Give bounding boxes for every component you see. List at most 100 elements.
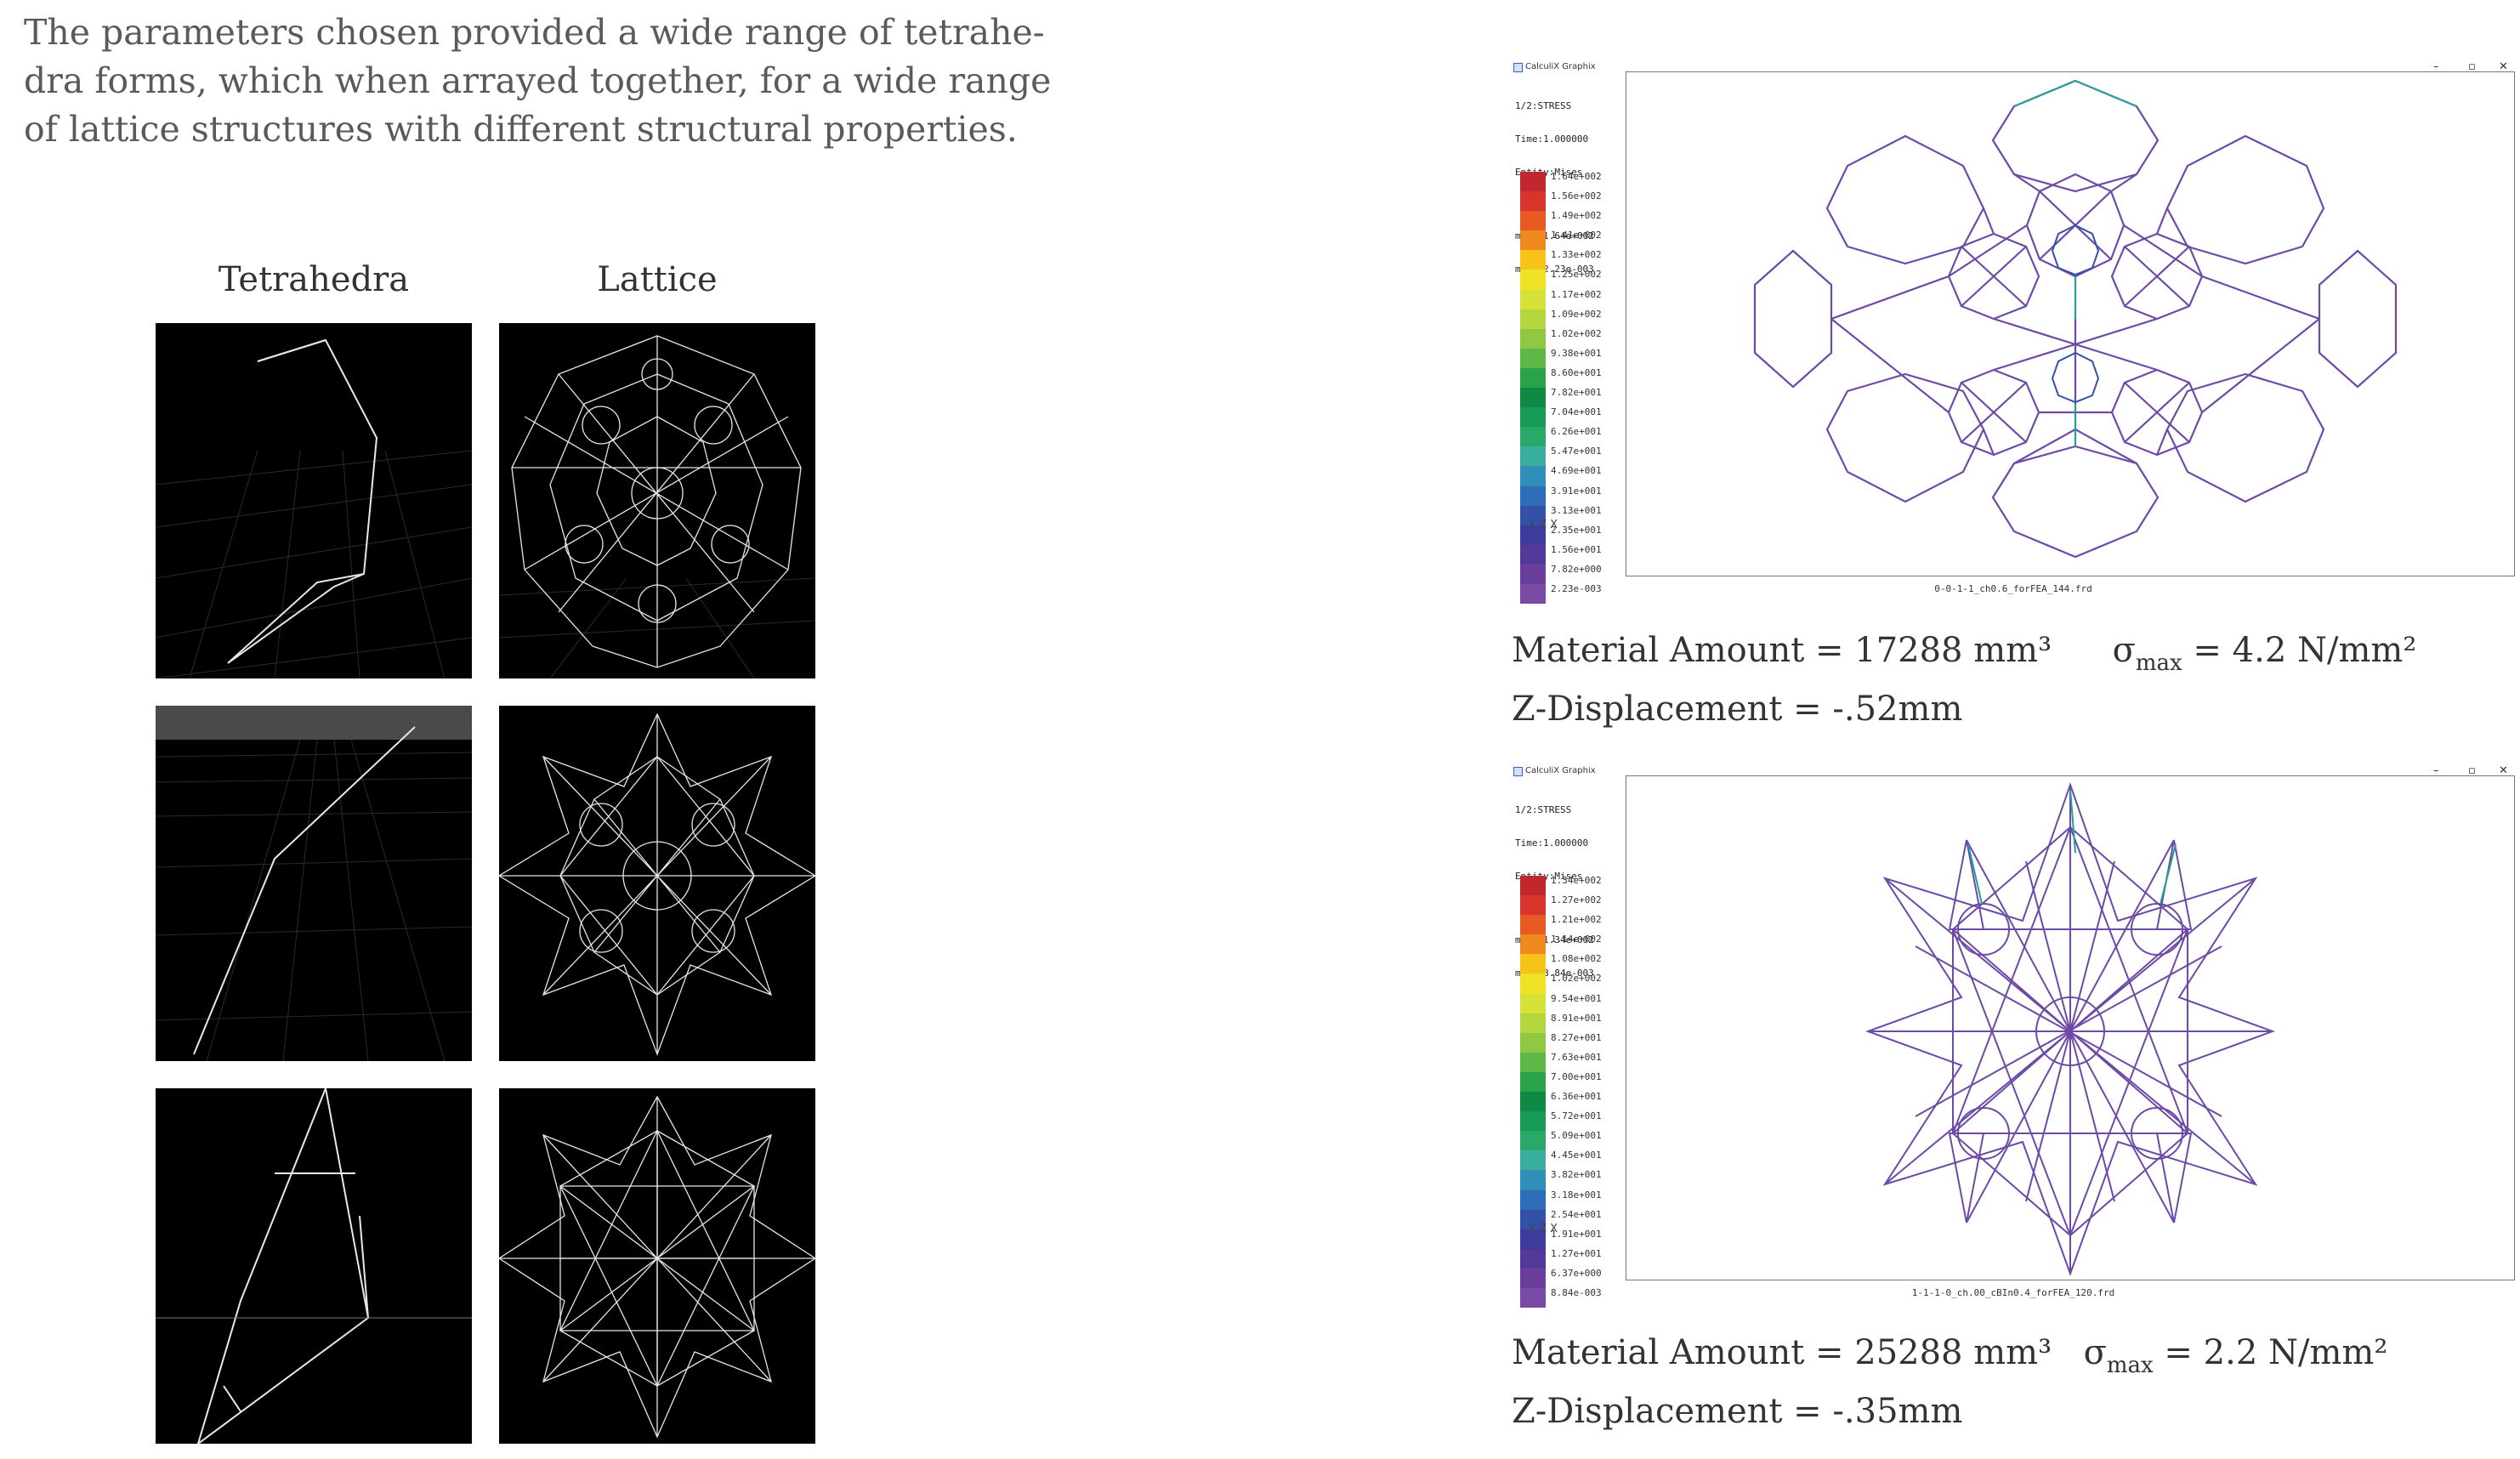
stress-model-render: [1753, 79, 2398, 559]
legend-row: 1.09e+002: [1520, 309, 1614, 329]
legend-label: 6.26e+001: [1551, 426, 1602, 438]
legend-swatch: [1520, 993, 1546, 1013]
maximize-icon[interactable]: ▫: [2468, 764, 2476, 777]
legend-row: 7.63e+001: [1520, 1051, 1614, 1072]
legend-swatch: [1520, 485, 1546, 506]
app-icon: [1513, 767, 1523, 776]
legend-swatch: [1520, 1013, 1546, 1033]
legend-row: 1.34e+002: [1520, 875, 1614, 896]
legend-swatch: [1520, 309, 1546, 329]
legend-row: 1.41e+002: [1520, 230, 1614, 251]
legend-swatch: [1520, 583, 1546, 605]
legend-row: 1.08e+002: [1520, 953, 1614, 974]
legend-row: 3.18e+001: [1520, 1189, 1614, 1210]
legend-swatch: [1520, 1287, 1546, 1309]
legend-row: 9.38e+001: [1520, 347, 1614, 368]
legend-label: 3.18e+001: [1551, 1189, 1602, 1201]
minimize-icon[interactable]: –: [2433, 60, 2439, 73]
intro-line: The parameters chosen provided a wide ra…: [24, 12, 1045, 53]
legend-label: 3.91e+001: [1551, 485, 1602, 497]
legend-label: 5.72e+001: [1551, 1110, 1602, 1122]
legend-label: 6.36e+001: [1551, 1091, 1602, 1103]
result-info: 1/2:STRESS Time:1.000000 Entity:Mises ma…: [1515, 782, 1594, 1001]
legend-swatch: [1520, 250, 1546, 270]
legend-swatch: [1520, 407, 1546, 428]
legend-label: 6.37e+000: [1551, 1267, 1602, 1279]
legend-swatch: [1520, 564, 1546, 584]
legend-row: 7.00e+001: [1520, 1070, 1614, 1093]
legend-swatch: [1520, 270, 1546, 290]
legend-label: 9.38e+001: [1551, 347, 1602, 359]
legend-row: 2.35e+001: [1520, 525, 1614, 545]
legend-row: 1.56e+002: [1520, 190, 1614, 212]
legend-row: 3.82e+001: [1520, 1169, 1614, 1190]
lattice-render-2: [499, 706, 815, 1061]
legend-label: 8.91e+001: [1551, 1012, 1602, 1024]
legend-row: 4.45e+001: [1520, 1150, 1614, 1171]
legend-row: 1.27e+002: [1520, 894, 1614, 916]
info-line: 1/2:STRESS: [1515, 804, 1572, 815]
legend-label: 4.69e+001: [1551, 465, 1602, 477]
tetrahedra-heading: Tetrahedra: [218, 260, 410, 299]
legend-swatch: [1520, 1170, 1546, 1190]
legend-swatch: [1520, 954, 1546, 974]
sigma-symbol: σ: [2083, 1333, 2107, 1372]
legend-row: 7.82e+000: [1520, 564, 1614, 584]
stats-2: Material Amount = 25288 mm³ σmax = 2.2 N…: [1512, 1330, 2387, 1434]
legend-label: 3.13e+001: [1551, 504, 1602, 516]
info-line: Time:1.000000: [1515, 837, 1589, 849]
legend-row: 5.47e+001: [1520, 446, 1614, 467]
intro-line: of lattice structures with different str…: [24, 109, 1018, 150]
legend-row: 3.91e+001: [1520, 485, 1614, 506]
legend-swatch: [1520, 230, 1546, 251]
tetrahedra-render-3: [156, 1088, 472, 1444]
legend-label: 1.41e+002: [1551, 230, 1602, 241]
z-displacement: Z-Displacement = -.52mm: [1512, 690, 1963, 729]
close-icon[interactable]: ✕: [2499, 764, 2508, 777]
minimize-icon[interactable]: –: [2433, 764, 2439, 777]
legend-swatch: [1520, 289, 1546, 309]
legend-label: 1.21e+002: [1551, 914, 1602, 926]
legend-row: 1.27e+001: [1520, 1248, 1614, 1269]
tetrahedra-render-2: [156, 706, 472, 1061]
legend-label: 5.47e+001: [1551, 446, 1602, 457]
legend-label: 2.35e+001: [1551, 524, 1602, 536]
legend-row: 1.56e+001: [1520, 544, 1614, 565]
legend-swatch: [1520, 1229, 1546, 1249]
legend-swatch: [1520, 466, 1546, 486]
result-filename: 0-0-1-1_ch0.6_forFEA_144.frd: [1934, 583, 2092, 594]
lattice-heading: Lattice: [597, 260, 718, 299]
app-icon: [1513, 63, 1523, 72]
legend-swatch: [1520, 1131, 1546, 1151]
legend-swatch: [1520, 505, 1546, 525]
legend-row: 1.64e+002: [1520, 171, 1614, 192]
tetrahedra-render-1: [156, 323, 472, 678]
legend-swatch: [1520, 1209, 1546, 1229]
legend-label: 7.00e+001: [1551, 1070, 1602, 1082]
info-line: 1/2:STRESS: [1515, 100, 1572, 111]
legend-label: 1.56e+002: [1551, 190, 1602, 202]
info-line: Time:1.000000: [1515, 133, 1589, 145]
legend-label: 1.33e+002: [1551, 249, 1602, 261]
legend-label: 7.63e+001: [1551, 1051, 1602, 1063]
result-filename: 1-1-1-0_ch.00_cBIn0.4_forFEA_120.frd: [1911, 1287, 2115, 1298]
max-stress: = 4.2 N/mm²: [2193, 631, 2417, 670]
legend-swatch: [1520, 544, 1546, 565]
stress-legend: 1.64e+002 1.56e+002 1.49e+002 1.41e+002 1.33…: [1520, 171, 1614, 605]
legend-swatch: [1520, 525, 1546, 545]
legend-label: 8.60e+001: [1551, 366, 1602, 378]
legend-swatch: [1520, 367, 1546, 389]
stats-1: Material Amount = 17288 mm³ σmax = 4.2 N…: [1512, 627, 2416, 732]
legend-label: 1.25e+002: [1551, 269, 1602, 281]
legend-row: 1.17e+002: [1520, 289, 1614, 309]
close-icon[interactable]: ✕: [2499, 60, 2508, 73]
legend-row: 4.69e+001: [1520, 465, 1614, 486]
legend-swatch: [1520, 1092, 1546, 1112]
model-viewport[interactable]: [1626, 775, 2515, 1280]
model-viewport[interactable]: [1626, 71, 2515, 576]
legend-label: 1.91e+001: [1551, 1228, 1602, 1240]
legend-swatch: [1520, 1052, 1546, 1072]
legend-row: 6.26e+001: [1520, 426, 1614, 447]
maximize-icon[interactable]: ▫: [2468, 60, 2476, 73]
legend-swatch: [1520, 934, 1546, 955]
